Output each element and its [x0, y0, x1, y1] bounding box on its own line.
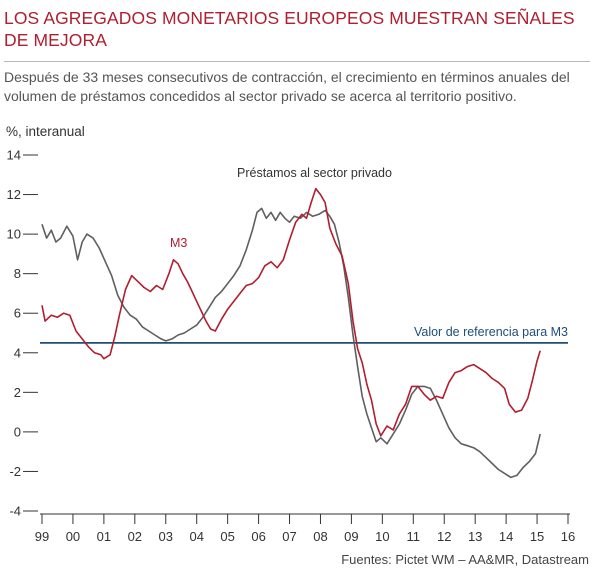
x-tick-label: 02 [128, 529, 142, 544]
series-line-m3 [41, 187, 541, 437]
y-tick-label: -4 [9, 504, 21, 519]
annotation-loans: Préstamos al sector privado [237, 166, 392, 180]
y-axis-label: %, interanual [6, 124, 85, 139]
y-tick-label: 8 [14, 266, 21, 281]
x-tick-label: 05 [220, 529, 234, 544]
source-note: Fuentes: Pictet WM – AA&MR, Datastream [341, 552, 589, 567]
chart-title: LOS AGREGADOS MONETARIOS EUROPEOS MUESTR… [4, 8, 575, 50]
x-tick-label: 11 [407, 529, 421, 544]
x-tick-label: 09 [344, 529, 358, 544]
y-tick-label: 12 [7, 187, 21, 202]
x-tick-label: 04 [189, 529, 203, 544]
x-tick-label: 06 [251, 529, 265, 544]
annotation-m3: M3 [170, 236, 187, 250]
x-tick-label: 03 [159, 529, 173, 544]
y-tick-label: 4 [14, 345, 21, 360]
y-tick-label: 0 [14, 424, 21, 439]
x-tick-label: 10 [375, 529, 389, 544]
x-tick-label: 13 [468, 529, 482, 544]
axes: 14 12 10 8 6 4 2 0 -2 -4 99 00 01 02 03 04 05 06 07 08 09 10 1… [7, 148, 576, 545]
y-tick-label: 14 [7, 148, 21, 163]
title-divider [4, 61, 590, 62]
y-tick-label: 2 [14, 385, 21, 400]
x-tick-label: 16 [561, 529, 575, 544]
reference-line-label: Valor de referencia para M3 [414, 325, 568, 339]
x-tick-label: 99 [35, 529, 49, 544]
x-tick-label: 15 [530, 529, 544, 544]
x-tick-label: 07 [282, 529, 296, 544]
series-lines [41, 187, 541, 479]
y-tick-label: -2 [9, 464, 21, 479]
x-tick-label: 00 [66, 529, 80, 544]
chart-subtitle: Después de 33 meses consecutivos de cont… [4, 69, 570, 104]
x-tick-label: 12 [437, 529, 451, 544]
x-tick-label: 14 [499, 529, 513, 544]
x-tick-label: 08 [313, 529, 327, 544]
reference-line-group: Valor de referencia para M3 [40, 325, 568, 344]
y-tick-label: 10 [7, 227, 21, 242]
x-tick-label: 01 [97, 529, 111, 544]
y-tick-label: 6 [14, 306, 21, 321]
